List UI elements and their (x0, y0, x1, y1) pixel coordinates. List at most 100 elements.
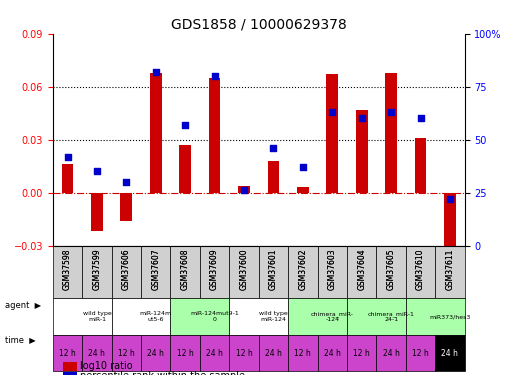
Text: GSM37608: GSM37608 (181, 248, 190, 290)
Bar (150, 73, 162, 193)
FancyBboxPatch shape (347, 246, 376, 298)
FancyBboxPatch shape (171, 298, 229, 335)
Point (181, 122, 190, 128)
Point (416, 116, 425, 122)
Point (357, 116, 366, 122)
Text: GSM37605: GSM37605 (386, 248, 395, 290)
FancyBboxPatch shape (111, 335, 141, 371)
Text: GSM37606: GSM37606 (122, 248, 131, 290)
FancyBboxPatch shape (141, 246, 171, 298)
Bar (238, 186, 250, 193)
Text: 24 h: 24 h (89, 348, 106, 357)
Point (93, 168, 101, 174)
FancyBboxPatch shape (406, 246, 435, 298)
FancyBboxPatch shape (435, 335, 465, 371)
FancyBboxPatch shape (200, 335, 229, 371)
FancyBboxPatch shape (171, 335, 200, 371)
FancyBboxPatch shape (259, 246, 288, 298)
Text: GSM37598: GSM37598 (63, 248, 72, 290)
Text: 24 h: 24 h (147, 348, 164, 357)
Text: log10 ratio: log10 ratio (80, 362, 133, 371)
Text: chimera_miR-
-124: chimera_miR- -124 (311, 311, 354, 322)
FancyBboxPatch shape (171, 246, 200, 298)
Point (446, 196, 454, 202)
Text: 12 h: 12 h (235, 348, 252, 357)
FancyBboxPatch shape (53, 298, 111, 335)
Point (269, 145, 278, 151)
Point (152, 69, 160, 75)
Text: wild type
miR-1: wild type miR-1 (82, 311, 111, 322)
Bar (268, 161, 279, 193)
FancyBboxPatch shape (288, 246, 317, 298)
FancyBboxPatch shape (229, 335, 259, 371)
Bar (180, 145, 191, 193)
FancyBboxPatch shape (82, 335, 111, 371)
Text: GSM37610: GSM37610 (416, 248, 425, 290)
FancyBboxPatch shape (141, 335, 171, 371)
FancyBboxPatch shape (406, 335, 435, 371)
Text: GSM37605: GSM37605 (386, 248, 395, 290)
Bar (62, 164, 73, 193)
Text: GSM37608: GSM37608 (181, 248, 190, 290)
FancyBboxPatch shape (376, 335, 406, 371)
Text: miR373/hes3: miR373/hes3 (429, 314, 470, 319)
Text: agent  ▶: agent ▶ (5, 301, 41, 310)
FancyBboxPatch shape (347, 298, 406, 335)
Bar (356, 110, 367, 193)
Text: 12 h: 12 h (177, 348, 194, 357)
Text: GSM37600: GSM37600 (240, 248, 249, 290)
FancyBboxPatch shape (406, 298, 465, 335)
FancyBboxPatch shape (53, 335, 82, 371)
Text: GSM37601: GSM37601 (269, 248, 278, 290)
FancyBboxPatch shape (259, 335, 288, 371)
Bar (91, 193, 103, 231)
Text: GSM37601: GSM37601 (269, 248, 278, 290)
Text: GSM37602: GSM37602 (298, 248, 307, 290)
Bar (385, 73, 397, 193)
Text: GSM37599: GSM37599 (92, 248, 101, 290)
Text: wild type
miR-124: wild type miR-124 (259, 311, 288, 322)
Text: 24 h: 24 h (441, 348, 458, 357)
Bar (297, 187, 309, 193)
Bar (120, 193, 132, 221)
Text: GSM37603: GSM37603 (328, 248, 337, 290)
FancyBboxPatch shape (82, 246, 111, 298)
FancyBboxPatch shape (229, 298, 288, 335)
Text: GSM37604: GSM37604 (357, 248, 366, 290)
Bar (414, 138, 427, 193)
Text: chimera_miR-1
24-1: chimera_miR-1 24-1 (367, 311, 414, 322)
Point (122, 179, 130, 185)
Text: time  ▶: time ▶ (5, 335, 36, 344)
Bar (209, 78, 221, 193)
FancyBboxPatch shape (229, 246, 259, 298)
Text: GSM37607: GSM37607 (151, 248, 161, 290)
FancyBboxPatch shape (317, 246, 347, 298)
Text: GSM37600: GSM37600 (240, 248, 249, 290)
Text: GSM37611: GSM37611 (446, 248, 455, 290)
Text: GSM37606: GSM37606 (122, 248, 131, 290)
Title: GDS1858 / 10000629378: GDS1858 / 10000629378 (171, 17, 346, 31)
Text: GSM37603: GSM37603 (328, 248, 337, 290)
FancyBboxPatch shape (288, 298, 347, 335)
Text: miR-124mut9-1
0: miR-124mut9-1 0 (190, 311, 239, 322)
Text: miR-124m
ut5-6: miR-124m ut5-6 (140, 311, 172, 322)
FancyBboxPatch shape (317, 335, 347, 371)
Text: GSM37607: GSM37607 (151, 248, 161, 290)
Text: 24 h: 24 h (383, 348, 400, 357)
Text: 12 h: 12 h (353, 348, 370, 357)
Point (63, 154, 72, 160)
Text: 12 h: 12 h (412, 348, 429, 357)
Text: GSM37610: GSM37610 (416, 248, 425, 290)
Text: GSM37602: GSM37602 (298, 248, 307, 290)
Text: GSM37598: GSM37598 (63, 248, 72, 290)
FancyBboxPatch shape (288, 335, 317, 371)
Point (328, 109, 336, 115)
FancyBboxPatch shape (200, 246, 229, 298)
Point (299, 164, 307, 170)
Text: GSM37599: GSM37599 (92, 248, 101, 290)
FancyBboxPatch shape (376, 246, 406, 298)
Text: 12 h: 12 h (59, 348, 76, 357)
Bar (326, 74, 338, 193)
FancyBboxPatch shape (111, 246, 141, 298)
Text: GSM37611: GSM37611 (446, 248, 455, 290)
